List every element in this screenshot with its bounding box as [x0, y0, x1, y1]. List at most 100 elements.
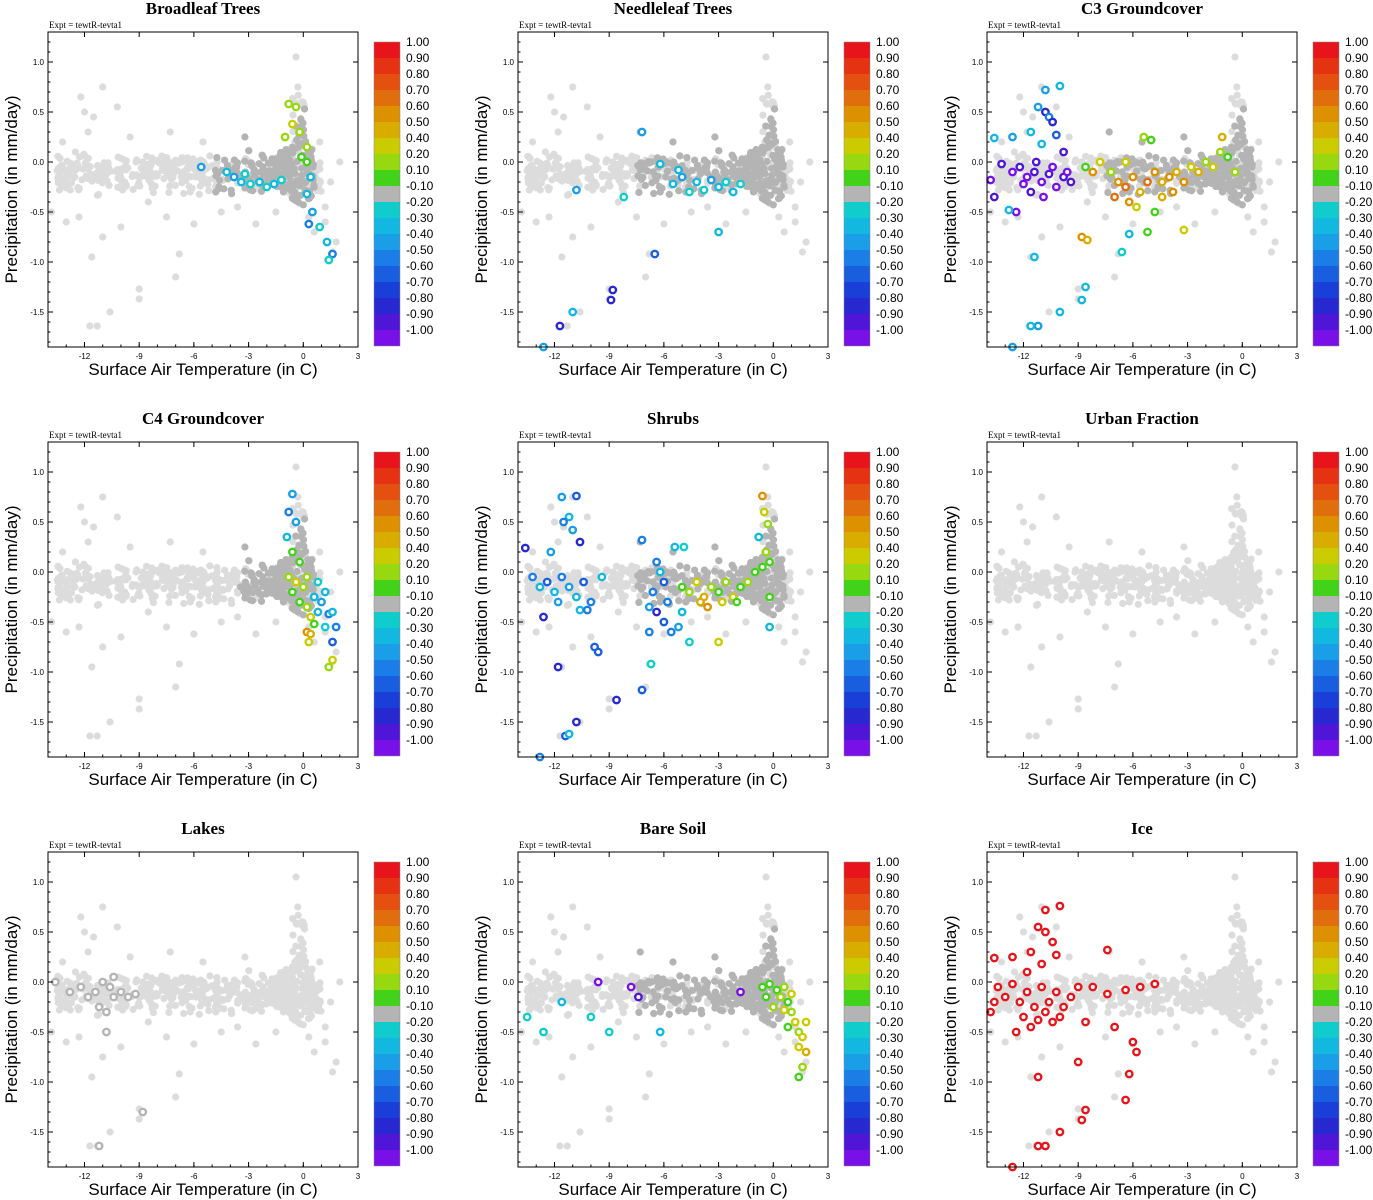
background-point — [584, 563, 592, 571]
neutral-point — [734, 169, 742, 177]
neutral-point — [1220, 161, 1228, 169]
background-point — [205, 597, 213, 605]
plot-frame — [47, 31, 359, 348]
neutral-point — [213, 154, 221, 162]
colorbar-label: 0.70 — [876, 83, 900, 97]
colorbar-swatch — [374, 484, 400, 500]
data-point — [714, 227, 723, 237]
background-point — [1010, 148, 1019, 156]
data-point — [280, 132, 290, 142]
background-point — [1061, 157, 1069, 165]
colorbar-label: 0.90 — [406, 51, 430, 65]
background-point — [158, 166, 166, 174]
colorbar-label: -0.80 — [406, 291, 434, 305]
background-point — [554, 175, 562, 183]
background-point — [107, 167, 115, 175]
background-point — [212, 598, 220, 606]
neutral-point — [1239, 105, 1248, 113]
background-point — [1052, 103, 1060, 111]
neutral-point — [649, 168, 657, 176]
background-point — [576, 308, 584, 316]
data-point — [1026, 187, 1036, 197]
colorbar-swatch — [374, 330, 400, 346]
neutral-point — [648, 158, 656, 166]
background-point — [135, 705, 143, 713]
background-point — [195, 600, 203, 608]
data-point — [1124, 229, 1134, 239]
data-point — [320, 622, 330, 632]
background-point — [605, 589, 613, 597]
neutral-point — [715, 557, 723, 565]
background-point — [995, 172, 1003, 180]
colorbar: 1.000.900.800.700.600.500.400.200.10-0.1… — [1312, 35, 1373, 347]
neutral-point — [276, 562, 284, 570]
colorbar-label: -0.30 — [406, 621, 434, 635]
background-point — [536, 569, 544, 577]
background-point — [550, 518, 559, 526]
neutral-point — [299, 201, 307, 209]
neutral-point — [271, 158, 279, 167]
background-point — [187, 161, 196, 169]
colorbar-label: 0.40 — [1345, 131, 1369, 145]
data-point — [1082, 235, 1092, 245]
background-point — [126, 133, 134, 141]
neutral-point — [711, 168, 720, 176]
data-point — [1037, 139, 1047, 149]
expt-label: Expt = tewtR-tevta1 — [519, 20, 592, 30]
background-point — [587, 223, 595, 231]
data-point — [1088, 167, 1098, 177]
background-point — [1271, 238, 1279, 246]
colorbar-label: 0.70 — [1345, 83, 1369, 97]
colorbar-swatch — [374, 500, 400, 516]
background-point — [545, 596, 553, 604]
neutral-point — [297, 164, 306, 172]
neutral-point — [762, 122, 770, 130]
highlight-points — [196, 99, 337, 265]
background-point — [775, 213, 783, 221]
colorbar-swatch — [374, 154, 400, 170]
data-point — [287, 547, 297, 557]
colorbar-swatch — [374, 740, 400, 756]
colorbar-label: -0.70 — [1345, 275, 1373, 289]
data-point — [229, 172, 239, 182]
colorbar-swatch — [374, 724, 400, 740]
colorbar-label: -1.00 — [876, 323, 904, 337]
data-point — [1113, 177, 1123, 187]
data-point — [1168, 187, 1178, 197]
data-point — [1051, 130, 1061, 140]
x-tick-label: -9 — [606, 352, 614, 361]
background-point — [1083, 198, 1091, 206]
neutral-point — [215, 183, 223, 191]
neutral-point — [241, 594, 249, 602]
background-point — [55, 186, 64, 194]
background-point — [615, 586, 623, 594]
neutral-point — [299, 119, 307, 127]
neutral-point — [773, 160, 781, 168]
colorbar-label: -0.20 — [876, 195, 904, 209]
background-point — [780, 228, 788, 236]
background-point — [292, 53, 300, 61]
background-point — [62, 628, 70, 636]
background-point — [1016, 93, 1024, 101]
background-point — [316, 178, 324, 186]
background-point — [1266, 178, 1274, 186]
data-point — [1150, 167, 1160, 177]
panel-title: C4 Groundcover — [142, 409, 264, 428]
background-point — [1244, 213, 1252, 221]
panel-title: C3 Groundcover — [1081, 0, 1203, 18]
background-point — [160, 585, 168, 593]
data-point — [322, 237, 332, 247]
background-point — [1260, 203, 1268, 211]
neutral-point — [1169, 156, 1177, 164]
background-point — [623, 156, 631, 165]
data-point — [320, 587, 330, 597]
background-point — [226, 577, 234, 585]
background-point — [769, 98, 777, 106]
data-point — [291, 577, 301, 587]
background-point — [234, 589, 242, 597]
background-point — [64, 181, 72, 189]
data-point — [1217, 132, 1227, 142]
neutral-point — [271, 568, 279, 577]
background-point — [77, 93, 85, 101]
